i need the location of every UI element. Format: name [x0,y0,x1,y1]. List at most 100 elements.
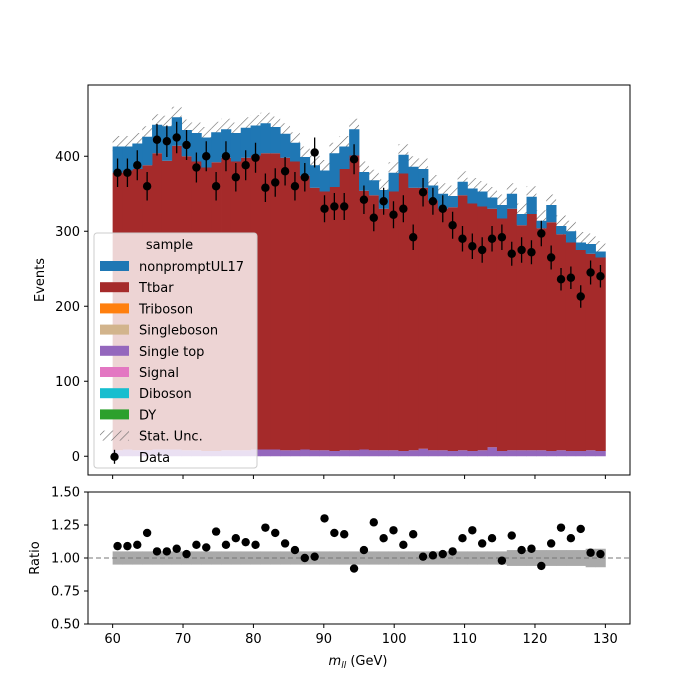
data-point [369,213,378,222]
bar-nonpromptul17 [260,123,271,154]
data-point [340,202,349,211]
y-tick-label: 100 [55,375,80,390]
bar-single-top [526,450,537,457]
ratio-point [310,552,319,561]
data-point [290,182,300,191]
main-y-ticks: 0 100 200 300 400 [55,150,88,465]
bar-single-top [487,447,498,457]
data-point [261,183,270,192]
ratio-band-segment [585,548,596,568]
bar-single-top [447,451,458,457]
y-tick-label: 400 [55,150,80,165]
bar-single-top [398,451,409,457]
bar-single-top [506,450,518,457]
bar-single-top [516,450,527,457]
bar-ttbar [556,234,567,451]
data-point [556,275,566,284]
ratio-point [527,544,536,553]
bar-nonpromptul17 [270,127,281,154]
data-point [399,204,408,213]
ratio-point [537,561,546,571]
bar-nonpromptul17 [496,205,508,219]
legend-label: Singleboson [139,324,218,339]
data-point [133,161,142,170]
bar-nonpromptul17 [211,132,222,163]
ratio-point [379,534,388,543]
ratio-point [517,545,526,555]
bar-nonpromptul17 [565,231,577,243]
ratio-y-tick-label: 1.25 [51,519,80,534]
legend-box [93,232,258,469]
data-points [113,121,605,308]
bar-single-top [418,448,429,457]
bar-ttbar [536,228,547,451]
bar-ttbar [270,153,281,450]
ratio-point [251,540,260,549]
bar-ttbar [565,242,577,451]
ratio-point [192,540,201,549]
bar-single-top [260,449,271,457]
ratio-point [202,543,211,552]
data-point [310,148,319,157]
legend-swatch [100,261,129,271]
data-point [517,245,526,255]
ratio-point [389,526,398,535]
bar-nonpromptul17 [142,136,153,166]
bar-ttbar [329,187,340,451]
ratio-point [409,530,418,539]
bar-ttbar [378,208,389,451]
bar-nonpromptul17 [595,251,606,258]
bar-single-top [536,450,547,457]
ratio-point [497,556,507,565]
legend-swatch [100,345,129,356]
bar-ttbar [427,200,439,451]
legend-label: Triboson [138,302,193,317]
bar-nonpromptul17 [546,205,557,223]
ratio-panel: 0.50 0.75 1.00 1.25 1.50 60 70 80 90 100 110 120 13… [28,486,631,647]
ratio-points [113,514,605,573]
ratio-point [586,548,595,557]
bar-nonpromptul17 [368,180,380,196]
bar-single-top [388,450,399,457]
bar-ttbar [418,187,429,449]
bar-nonpromptul17 [359,172,370,191]
bar-nonpromptul17 [408,166,419,188]
data-point [192,163,201,172]
ratio-point [300,553,309,563]
data-point [123,168,132,177]
bar-nonpromptul17 [280,133,291,158]
ratio-band-segment [290,551,301,565]
ratio-point [438,549,447,559]
bar-ttbar [398,173,409,451]
ratio-point [359,545,369,555]
legend: sample nonpromptUL17 Ttbar Triboson Singlebo… [93,232,258,469]
bar-nonpromptul17 [526,196,537,214]
ratio-band-segment [546,550,557,566]
data-point [487,234,497,243]
bar-single-top [556,450,567,457]
data-point [379,197,388,206]
bar-ttbar [487,208,498,448]
ratio-point [221,540,231,549]
bar-nonpromptul17 [457,181,468,196]
bar-single-top [309,450,320,457]
bar-nonpromptul17 [388,172,399,192]
data-point [202,152,211,161]
bar-ttbar [260,153,271,450]
bar-nonpromptul17 [477,191,488,207]
x-tick-label: 60 [104,632,121,647]
bar-ttbar [467,203,478,451]
legend-label: nonpromptUL17 [139,260,244,275]
legend-label: Single top [139,345,204,360]
data-point [152,135,162,144]
ratio-point [182,549,191,559]
ratio-point [448,547,457,556]
y-tick-label: 0 [72,450,80,465]
ratio-point [349,564,359,573]
ratio-point [113,541,122,551]
main-x-ticks [112,475,606,479]
ratio-x-ticks: 60 70 80 90 100 110 120 130 [104,624,618,647]
ratio-band-segment [201,551,212,565]
bar-nonpromptul17 [290,142,301,162]
ratio-band-segment [329,551,340,565]
